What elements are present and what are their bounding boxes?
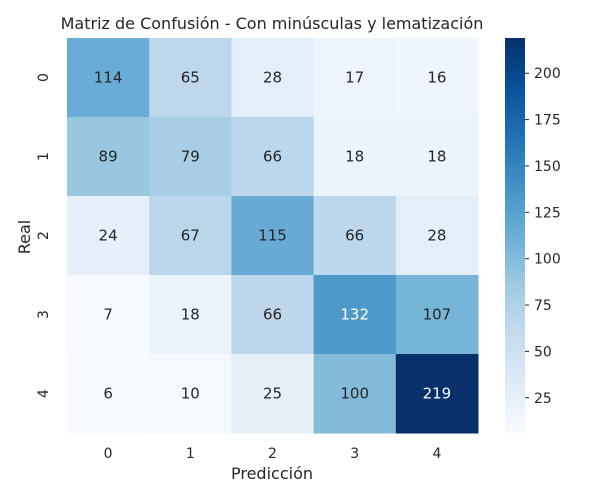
cell-value-label: 66 — [263, 148, 282, 166]
cell-value-label: 115 — [258, 227, 287, 245]
heatmap-cell — [395, 38, 479, 118]
cell-value-label: 89 — [99, 148, 118, 166]
x-tick-label: 2 — [268, 446, 277, 462]
cell-value-label: 18 — [427, 148, 446, 166]
cell-value-label: 17 — [345, 69, 364, 87]
y-tick-labels: 0 1 2 3 4 — [36, 73, 52, 398]
y-tick-label: 3 — [36, 310, 52, 319]
heatmap-cell — [149, 38, 232, 118]
y-tick-label: 1 — [36, 152, 52, 161]
cell-value-label: 25 — [263, 385, 282, 403]
y-tick-label: 0 — [36, 73, 52, 82]
heatmap-cell — [395, 117, 479, 197]
heatmap-cell — [395, 196, 479, 276]
cell-value-label: 6 — [103, 385, 113, 403]
heatmap-cell — [231, 354, 315, 434]
x-tick-label: 1 — [186, 446, 195, 462]
heatmap: 114 65 28 17 16 89 79 66 18 18 24 67 115 66 28 7 18 66 132… — [67, 38, 479, 434]
cell-value-label: 16 — [427, 69, 446, 87]
colorbar-tick-label: 25 — [534, 391, 552, 407]
x-tick-label: 3 — [350, 446, 359, 462]
cell-value-label: 28 — [263, 69, 282, 87]
heatmap-cell — [149, 117, 232, 197]
heatmap-cell — [67, 196, 150, 276]
cell-value-label: 66 — [345, 227, 364, 245]
heatmap-cell — [313, 275, 397, 355]
cell-value-label: 28 — [427, 227, 446, 245]
chart-title: Matriz de Confusión - Con minúsculas y l… — [61, 14, 484, 33]
cell-value-label: 100 — [340, 385, 369, 403]
colorbar-ticks: 25 50 75 100 125 150 175 200 — [525, 66, 561, 407]
heatmap-cell — [313, 117, 397, 197]
heatmap-cell — [231, 117, 315, 197]
colorbar — [505, 38, 525, 433]
heatmap-cell — [395, 275, 479, 355]
colorbar-tick-label: 50 — [534, 344, 552, 360]
heatmap-cell — [313, 354, 397, 434]
cell-value-label: 10 — [181, 385, 200, 403]
colorbar-tick-label: 200 — [534, 66, 561, 82]
colorbar-tick-label: 75 — [534, 298, 552, 314]
cell-value-label: 67 — [181, 227, 200, 245]
cell-value-label: 132 — [340, 306, 369, 324]
cell-value-label: 65 — [181, 69, 200, 87]
colorbar-tick-label: 100 — [534, 252, 561, 268]
heatmap-cell — [313, 38, 397, 118]
x-tick-label: 0 — [104, 446, 113, 462]
heatmap-cell — [149, 354, 232, 434]
heatmap-cell — [313, 196, 397, 276]
heatmap-cell — [231, 275, 315, 355]
cell-value-label: 24 — [99, 227, 118, 245]
cell-value-label: 18 — [345, 148, 364, 166]
heatmap-cell — [149, 196, 232, 276]
cell-value-label: 18 — [181, 306, 200, 324]
y-tick-label: 4 — [36, 389, 52, 398]
cell-value-label: 66 — [263, 306, 282, 324]
cell-value-label: 114 — [94, 69, 123, 87]
y-axis-label: Real — [15, 220, 34, 255]
x-tick-label: 4 — [432, 446, 441, 462]
heatmap-cell — [231, 38, 315, 118]
cell-value-label: 219 — [423, 385, 452, 403]
heatmap-cell — [67, 117, 150, 197]
x-axis-label: Predicción — [231, 464, 313, 483]
cell-value-label: 7 — [103, 306, 113, 324]
colorbar-tick-label: 175 — [534, 113, 561, 129]
colorbar-tick-label: 125 — [534, 205, 561, 221]
cell-value-label: 79 — [181, 148, 200, 166]
heatmap-cell — [149, 275, 232, 355]
heatmap-cell — [395, 354, 479, 434]
colorbar-tick-label: 150 — [534, 159, 561, 175]
heatmap-cell — [67, 275, 150, 355]
heatmap-cell — [67, 354, 150, 434]
cell-value-label: 107 — [423, 306, 452, 324]
heatmap-cell — [231, 196, 315, 276]
x-tick-labels: 0 1 2 3 4 — [104, 446, 442, 462]
heatmap-cell — [67, 38, 150, 118]
y-tick-label: 2 — [36, 231, 52, 240]
